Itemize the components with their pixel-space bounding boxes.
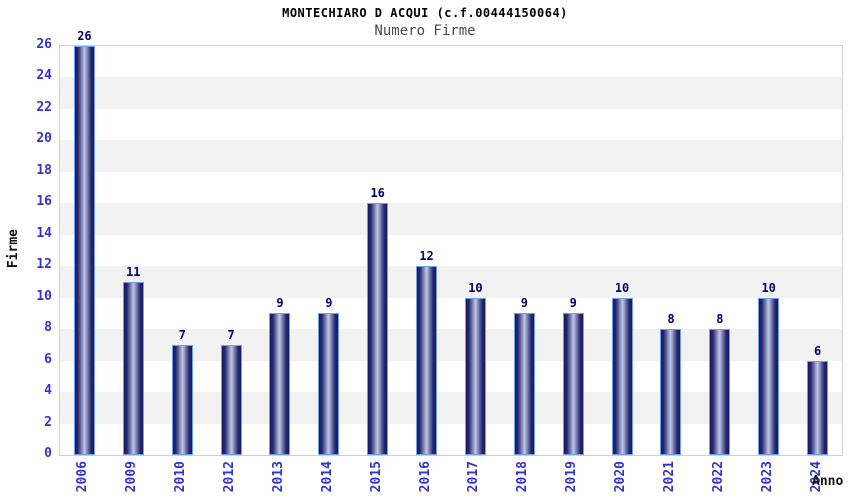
bar-value-label: 8 <box>716 312 724 327</box>
x-tick-label: 2013 <box>270 461 286 493</box>
bar-value-label: 10 <box>761 280 776 295</box>
x-tick-label: 2014 <box>319 461 335 493</box>
x-tick-label: 2016 <box>417 461 433 493</box>
x-tick-label: 2009 <box>124 461 140 493</box>
bar-2017 <box>464 297 486 455</box>
bar-value-label: 8 <box>667 312 675 327</box>
y-tick-label: 16 <box>36 194 52 210</box>
x-tick-label: 2010 <box>173 461 189 493</box>
grid-band <box>60 140 842 172</box>
y-tick-label: 26 <box>36 37 52 52</box>
bar-2013 <box>269 313 291 455</box>
bar-2024 <box>807 360 829 455</box>
grid-band <box>60 108 842 141</box>
x-tick-label: 2023 <box>759 461 775 493</box>
bar-value-label: 6 <box>813 343 822 358</box>
y-tick-label: 14 <box>36 225 52 241</box>
bar-2016 <box>416 266 438 455</box>
bar-2021 <box>660 329 682 455</box>
chart-title: MONTECHIARO D ACQUI (c.f.00444150064) <box>282 6 568 20</box>
grid-band <box>60 203 842 235</box>
plot-area: 26 11 7 7 9 9 16 12 10 9 9 10 8 8 10 6 <box>59 29 843 456</box>
y-tick-label: 12 <box>36 257 52 273</box>
bar-value-label: 11 <box>126 264 141 279</box>
grid-band <box>60 171 842 204</box>
y-tick-label: 6 <box>44 351 52 367</box>
bar-2006 <box>73 46 95 455</box>
bar-2020 <box>611 297 633 455</box>
bar-2022 <box>709 329 731 455</box>
bar-value-label: 9 <box>569 296 577 311</box>
grid-band <box>60 234 842 267</box>
x-axis-title: Anno <box>812 474 844 489</box>
grid-band <box>60 46 842 78</box>
y-tick-label: 2 <box>44 414 52 430</box>
x-tick-label: 2020 <box>613 461 629 493</box>
bar-2014 <box>318 313 340 455</box>
bar-value-label: 9 <box>325 296 333 311</box>
grid-band <box>60 266 842 298</box>
y-tick-label: 4 <box>44 383 52 399</box>
y-tick-label: 8 <box>44 320 52 336</box>
bar-2009 <box>122 281 144 455</box>
bar-2012 <box>220 344 242 455</box>
y-tick-label: 10 <box>36 288 52 304</box>
y-tick-label: 20 <box>36 131 52 147</box>
x-tick-label: 2018 <box>515 461 531 493</box>
grid-band <box>60 77 842 109</box>
x-tick-label: 2017 <box>466 461 482 493</box>
bar-value-label: 7 <box>227 327 235 342</box>
grid-band <box>60 297 842 330</box>
x-axis-labels: 2006 2009 2010 2012 2013 2014 2015 2016 2017 2018… <box>0 461 850 500</box>
bar-2010 <box>171 344 193 455</box>
y-axis-ticks: 0 2 4 6 8 10 12 14 16 18 20 22 24 26 <box>0 37 52 461</box>
bar-2019 <box>562 313 584 455</box>
x-tick-label: 2006 <box>75 461 91 493</box>
x-tick-label: 2015 <box>368 461 384 493</box>
y-tick-label: 0 <box>44 446 52 461</box>
y-tick-label: 22 <box>36 99 52 115</box>
x-tick-label: 2019 <box>564 461 580 493</box>
bar-value-label: 10 <box>468 280 483 295</box>
x-tick-label: 2022 <box>710 461 726 493</box>
bar-value-label: 10 <box>614 280 630 295</box>
bar-value-label: 7 <box>178 327 186 342</box>
bar-value-label: 9 <box>276 296 284 311</box>
x-tick-label: 2012 <box>222 461 238 493</box>
chart-subtitle: Numero Firme <box>374 23 476 39</box>
bar-2015 <box>367 203 389 455</box>
bar-value-label: 16 <box>370 186 385 201</box>
bar-2018 <box>513 313 535 455</box>
x-tick-label: 2021 <box>661 461 677 493</box>
bar-value-label: 9 <box>520 296 528 311</box>
bar-value-label: 12 <box>419 249 434 264</box>
bar-value-label: 26 <box>77 29 92 43</box>
y-tick-label: 24 <box>36 68 52 84</box>
bar-2023 <box>758 297 780 455</box>
y-tick-label: 18 <box>36 162 52 178</box>
